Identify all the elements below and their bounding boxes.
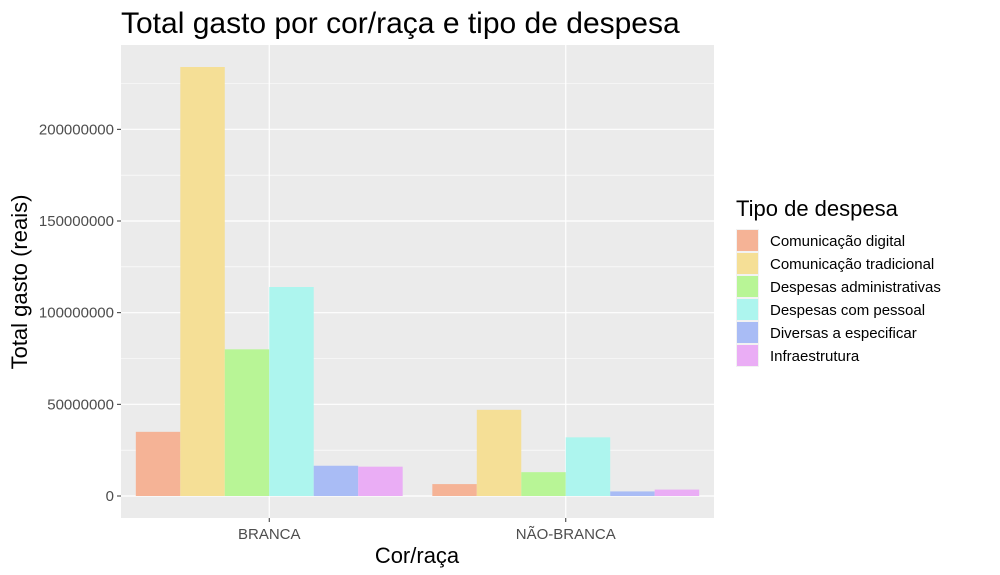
legend-key-swatch (737, 299, 758, 320)
x-axis-title: Cor/raça (375, 543, 460, 568)
y-tick-label: 150000000 (39, 213, 114, 230)
x-tick-label: BRANCA (238, 526, 301, 543)
bar (565, 437, 611, 496)
bar (476, 409, 522, 496)
legend-label: Despesas administrativas (770, 279, 941, 296)
bar (521, 472, 566, 496)
legend-key-swatch (737, 345, 758, 366)
legend-key-swatch (737, 253, 758, 274)
bar (358, 466, 403, 496)
legend: Tipo de despesa Comunicação digital Comun… (736, 196, 941, 367)
bar (654, 489, 700, 496)
bar (135, 431, 181, 496)
y-axis-ticks: 0 50000000 100000000 150000000 200000000 (39, 121, 121, 505)
y-tick-label: 200000000 (39, 121, 114, 138)
legend-key-swatch (737, 322, 758, 343)
x-axis-ticks: BRANCA NÃO-BRANCA (238, 518, 616, 543)
legend-label: Comunicação digital (770, 233, 905, 250)
legend-label: Comunicação tradicional (770, 256, 934, 273)
legend-key-swatch (737, 230, 758, 251)
bar (180, 67, 225, 496)
bar (224, 349, 270, 496)
legend-title: Tipo de despesa (736, 196, 899, 221)
legend-key-swatch (737, 276, 758, 297)
chart-title: Total gasto por cor/raça e tipo de despe… (121, 7, 680, 40)
bar (313, 465, 359, 496)
legend-label: Infraestrutura (770, 348, 860, 365)
y-axis-title: Total gasto (reais) (7, 195, 32, 370)
y-tick-label: 0 (106, 488, 114, 505)
x-tick-label: NÃO-BRANCA (516, 526, 616, 543)
bars (135, 67, 700, 496)
legend-label: Despesas com pessoal (770, 302, 925, 319)
y-tick-label: 50000000 (47, 396, 114, 413)
bar (610, 491, 655, 496)
y-tick-label: 100000000 (39, 305, 114, 322)
legend-label: Diversas a especificar (770, 325, 917, 342)
bar (269, 287, 314, 496)
bar (432, 484, 477, 496)
